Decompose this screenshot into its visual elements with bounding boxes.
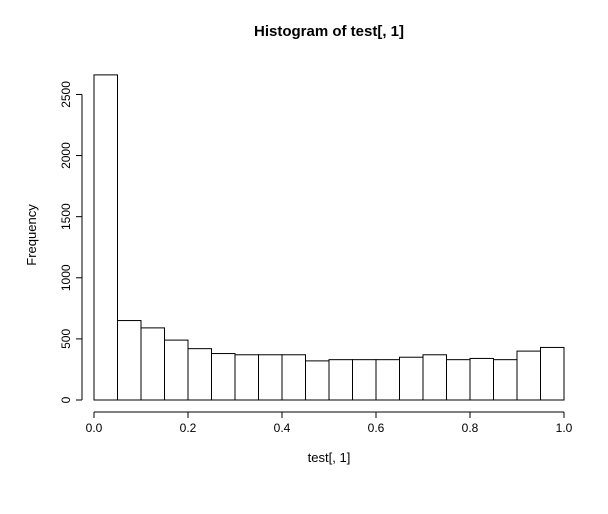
histogram-chart: Histogram of test[, 1] 0.0 0.2 0.4 0.6 0.8 1.0… [0, 0, 608, 514]
histogram-bar [118, 321, 142, 400]
x-tick-label: 0.6 [368, 421, 385, 435]
histogram-bar [329, 360, 353, 400]
x-tick-label: 1.0 [556, 421, 573, 435]
x-tick-label: 0.2 [180, 421, 197, 435]
y-tick-label: 2000 [59, 142, 73, 169]
histogram-bar [470, 358, 494, 400]
x-tick-label: 0.8 [462, 421, 479, 435]
histogram-bar [423, 355, 447, 400]
histogram-bar [541, 347, 565, 400]
x-axis-label: test[, 1] [308, 450, 351, 465]
chart-title: Histogram of test[, 1] [254, 23, 404, 40]
histogram-bar [212, 354, 236, 400]
x-tick-label: 0.0 [86, 421, 103, 435]
histogram-bar [165, 340, 189, 400]
y-tick-label: 0 [59, 396, 73, 403]
histogram-bar [188, 349, 212, 400]
histogram-bar [141, 328, 165, 400]
histogram-bar [400, 357, 424, 400]
y-tick-label: 1500 [59, 203, 73, 230]
histogram-bar [494, 360, 518, 400]
x-tick-label: 0.4 [274, 421, 291, 435]
histogram-bar [282, 355, 306, 400]
y-axis-label: Frequency [24, 204, 39, 266]
histogram-bar [447, 360, 471, 400]
histogram-bar [376, 360, 400, 400]
histogram-bar [94, 75, 118, 400]
y-tick-label: 500 [59, 329, 73, 349]
histogram-bar [235, 355, 259, 400]
histogram-bar [259, 355, 283, 400]
histogram-bar [306, 361, 330, 400]
histogram-bar [353, 360, 377, 400]
histogram-bar [517, 351, 541, 400]
y-tick-label: 1000 [59, 264, 73, 291]
histogram-bars [94, 75, 564, 400]
y-tick-label: 2500 [59, 81, 73, 108]
